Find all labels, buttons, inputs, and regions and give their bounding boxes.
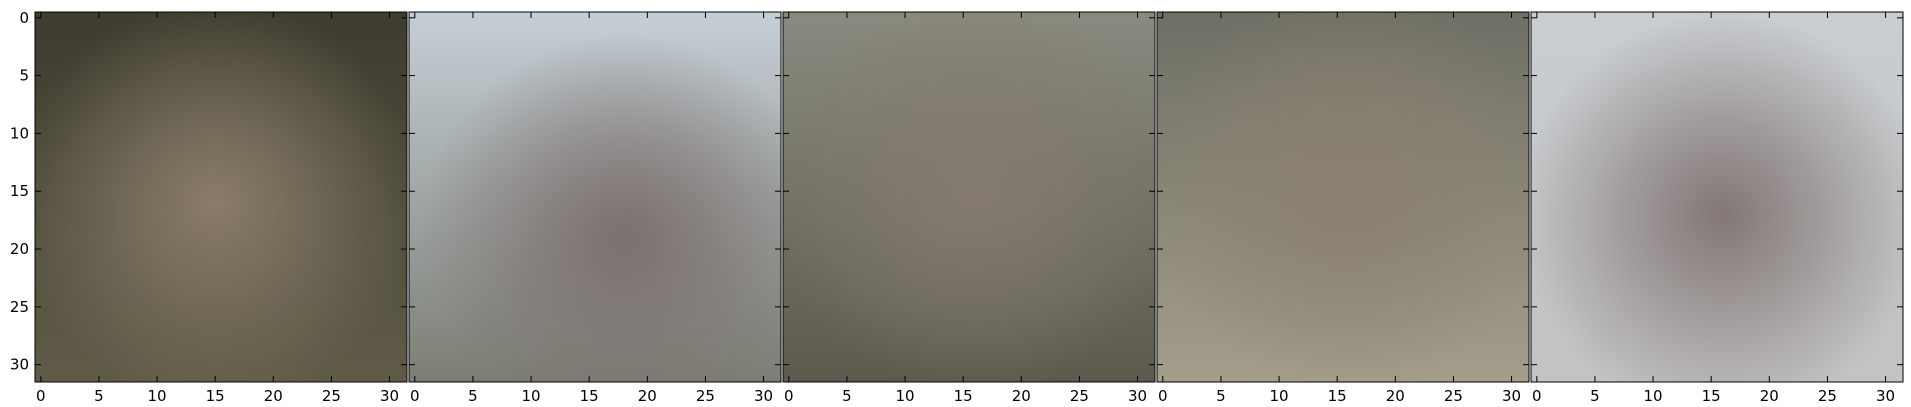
x-tick-label: 0 (36, 387, 46, 405)
x-tick-label: 20 (264, 387, 283, 405)
y-tick-label: 30 (10, 356, 29, 374)
image-panel-1: 0 5 10 15 20 25 30 0 5 10 15 20 25 30 (10, 9, 408, 405)
x-tick-label: 15 (1702, 387, 1721, 405)
y-tick-label: 5 (19, 67, 29, 85)
axes-frame-4 (1156, 11, 1530, 383)
x-tick-label: 10 (522, 387, 541, 405)
image-center-4 (1157, 12, 1529, 382)
x-tick-label: 25 (1818, 387, 1837, 405)
x-tick-label: 0 (1532, 387, 1542, 405)
image-center-1 (35, 12, 407, 382)
axes-frame-2 (408, 11, 782, 383)
x-tick-label: 30 (1128, 387, 1147, 405)
x-tick-label: 15 (1328, 387, 1347, 405)
x-tick-label: 30 (380, 387, 399, 405)
x-tick-label: 30 (754, 387, 773, 405)
x-tick-label: 20 (1012, 387, 1031, 405)
x-tick-label: 5 (468, 387, 478, 405)
axes-frame-5 (1530, 11, 1904, 383)
x-tick-label: 15 (206, 387, 225, 405)
x-tick-label: 15 (580, 387, 599, 405)
x-tick-label: 25 (1444, 387, 1463, 405)
x-tick-label: 5 (1216, 387, 1226, 405)
y-tick-label: 10 (10, 124, 29, 142)
image-center-2 (409, 12, 781, 382)
x-tick-label: 10 (1644, 387, 1663, 405)
axes-frame-3 (782, 11, 1156, 383)
image-center-5 (1531, 12, 1903, 382)
x-tick-label: 25 (1070, 387, 1089, 405)
x-tick-label: 15 (954, 387, 973, 405)
image-panel-4: 0 5 10 15 20 25 30 (1156, 11, 1530, 405)
image-panel-2: 0 5 10 15 20 25 30 (408, 11, 782, 405)
x-tick-label: 30 (1502, 387, 1521, 405)
x-tick-label: 30 (1876, 387, 1895, 405)
x-tick-label: 20 (1386, 387, 1405, 405)
image-panel-5: 0 5 10 15 20 25 30 (1530, 11, 1904, 405)
image-center-3 (783, 12, 1155, 382)
image-panel-3: 0 5 10 15 20 25 30 (782, 11, 1156, 405)
x-tick-label: 20 (638, 387, 657, 405)
x-tick-label: 20 (1760, 387, 1779, 405)
y-tick-label: 25 (10, 298, 29, 316)
x-tick-label: 10 (1270, 387, 1289, 405)
x-tick-label: 0 (410, 387, 420, 405)
x-tick-label: 0 (784, 387, 794, 405)
x-tick-label: 5 (94, 387, 104, 405)
y-tick-label: 15 (10, 182, 29, 200)
x-tick-label: 10 (896, 387, 915, 405)
y-tick-label: 0 (19, 9, 29, 27)
x-tick-label: 25 (322, 387, 341, 405)
x-tick-label: 5 (842, 387, 852, 405)
axes-frame-1 (34, 11, 408, 383)
x-tick-label: 0 (1158, 387, 1168, 405)
x-tick-label: 25 (696, 387, 715, 405)
x-tick-label: 5 (1590, 387, 1600, 405)
x-tick-label: 10 (148, 387, 167, 405)
y-tick-label: 20 (10, 240, 29, 258)
